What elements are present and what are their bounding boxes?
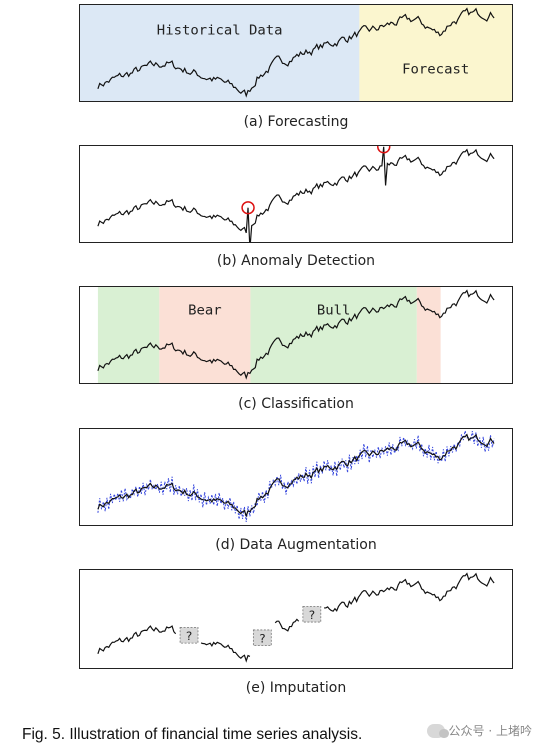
classification-region-0	[97, 287, 160, 383]
wechat-icon	[426, 723, 449, 738]
missing-value-label-2: ?	[308, 608, 315, 622]
panel-classification: Bear Bull	[79, 286, 513, 384]
missing-value-label-1: ?	[259, 632, 266, 646]
data-augmentation-plot	[97, 430, 495, 523]
classification-region-label-1: Bear	[188, 303, 222, 319]
forecasting-region-1	[359, 5, 512, 101]
caption-imputation: (e) Imputation	[245, 680, 347, 696]
classification-region-2	[250, 287, 417, 383]
watermark-text: 公众号 · 上堵吟	[448, 724, 532, 738]
forecasting-region-label-1: Forecast	[402, 62, 469, 78]
panel-data-augmentation	[79, 428, 513, 526]
figure-caption: Fig. 5. Illustration of financial time s…	[22, 726, 363, 743]
forecasting-region-0	[80, 5, 360, 101]
imputation-series-segment-2	[274, 618, 300, 632]
original-series-line	[97, 433, 495, 518]
missing-value-box-0: ?	[179, 627, 199, 644]
watermark: 公众号 · 上堵吟	[426, 722, 532, 739]
missing-value-label-0: ?	[185, 629, 192, 643]
anomaly-marker-1	[377, 146, 391, 154]
anomaly-series-line	[97, 146, 495, 242]
panel-forecasting: Historical Data Forecast	[79, 4, 513, 102]
anomaly-marker-0	[241, 201, 255, 215]
caption-forecasting: (a) Forecasting	[243, 114, 349, 130]
imputation-series-segment-1	[200, 641, 251, 663]
classification-region-1	[159, 287, 251, 383]
anomaly-detection-plot	[97, 146, 495, 242]
missing-value-box-2: ?	[302, 605, 322, 623]
classification-plot: Bear Bull	[97, 287, 495, 383]
panel-imputation: ???	[79, 569, 513, 669]
classification-series-line	[97, 289, 495, 380]
forecasting-region-label-0: Historical Data	[157, 22, 283, 38]
caption-classification: (c) Classification	[238, 396, 354, 412]
imputation-series-segment-3	[324, 572, 495, 612]
imputation-plot: ???	[97, 572, 495, 663]
augmented-series-line	[97, 430, 495, 523]
panel-anomaly-detection	[79, 145, 513, 243]
forecasting-series-line	[97, 7, 495, 98]
caption-anomaly-detection: (b) Anomaly Detection	[216, 253, 376, 269]
classification-region-label-2: Bull	[317, 303, 351, 319]
imputation-series-segment-0	[97, 625, 177, 654]
forecasting-plot: Historical Data Forecast	[80, 5, 512, 101]
caption-data-augmentation: (d) Data Augmentation	[215, 537, 377, 553]
missing-value-box-1: ?	[252, 629, 272, 647]
